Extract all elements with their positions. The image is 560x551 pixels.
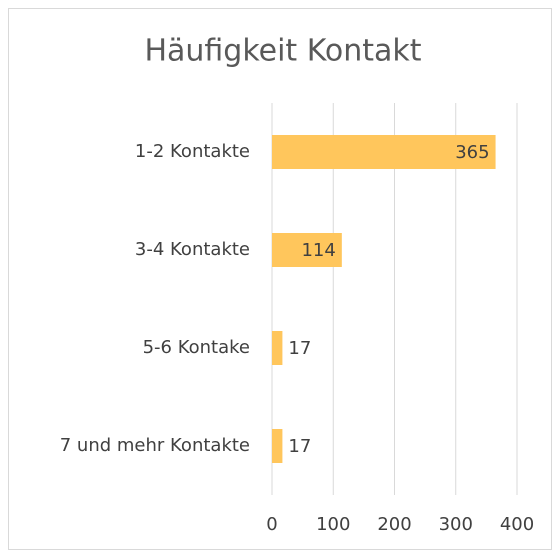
chart-frame: [8, 8, 552, 550]
x-tick-label: 200: [377, 514, 411, 535]
x-tick-label: 100: [316, 514, 350, 535]
chart-title: Häufigkeit Kontakt: [144, 34, 421, 69]
data-label: 17: [288, 338, 311, 359]
bar: [272, 429, 283, 463]
x-tick-label: 300: [439, 514, 473, 535]
data-label: 17: [288, 436, 311, 457]
y-tick-label: 7 und mehr Kontakte: [60, 435, 250, 456]
x-tick-label: 400: [500, 514, 534, 535]
y-tick-label: 1-2 Kontakte: [135, 141, 250, 162]
bar: [272, 233, 342, 267]
y-tick-label: 3-4 Kontakte: [135, 239, 250, 260]
data-label: 365: [455, 142, 489, 163]
x-tick-label: 0: [266, 514, 277, 535]
y-tick-label: 5-6 Kontake: [143, 337, 250, 358]
bar: [272, 135, 496, 169]
data-label: 114: [301, 240, 335, 261]
bar: [272, 331, 283, 365]
